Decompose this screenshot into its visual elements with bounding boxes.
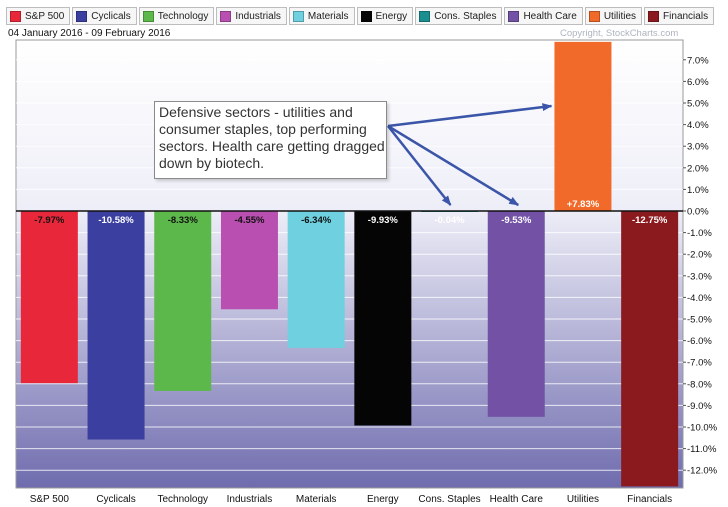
x-tick-label-energy: Energy [367, 494, 399, 505]
y-tick-label: -4.0% [687, 293, 712, 304]
legend-item-financials: Financials [644, 7, 715, 25]
y-tick-label: 6.0% [687, 77, 709, 88]
x-tick-label-health-care: Health Care [490, 494, 544, 505]
x-tick-label-financials: Financials [627, 494, 672, 505]
x-tick-label-cyclicals: Cyclicals [96, 494, 135, 505]
legend-item-energy: Energy [356, 7, 414, 25]
y-tick-label: -3.0% [687, 271, 712, 282]
y-tick-label: -7.0% [687, 358, 712, 369]
legend-label: Materials [307, 10, 349, 22]
annotation-arrow-health-care [387, 124, 520, 207]
legend-label: Energy [375, 10, 408, 22]
legend-item-cons-staples: Cons. Staples [415, 7, 503, 25]
legend-swatch [648, 10, 660, 22]
legend-swatch [10, 10, 21, 22]
legend-label: Technology [157, 10, 209, 22]
legend-item-sandp-500: S&P 500 [6, 7, 71, 25]
y-tick-label: -2.0% [687, 250, 712, 261]
bars: -7.97% -10.58% -8.33% -4.55% -6.34% -9.93% -0.… [20, 41, 679, 487]
legend-label: Cyclicals [91, 10, 131, 22]
y-tick-label: -5.0% [687, 315, 712, 326]
legend-item-materials: Materials [288, 7, 355, 25]
bar-health-care [487, 211, 545, 417]
legend-label: Cons. Staples [434, 10, 497, 22]
legend-swatch [419, 10, 431, 22]
legend-swatch [292, 10, 304, 22]
x-tick-label-materials: Materials [296, 494, 337, 505]
legend-label: Financials [663, 10, 709, 22]
data-label-industrials: -4.55% [234, 215, 265, 226]
data-label-technology: -8.33% [168, 215, 199, 226]
bar-materials [287, 211, 345, 348]
data-label-sandp-500: -7.97% [34, 215, 65, 226]
x-tick-label-utilities: Utilities [567, 494, 599, 505]
x-tick-label-cons-staples: Cons. Staples [418, 494, 480, 505]
legend-label: Industrials [235, 10, 281, 22]
y-tick-label: -12.0% [687, 466, 718, 477]
y-tick-label: 7.0% [687, 55, 709, 66]
chart-legend: S&P 500 Cyclicals Technology Industrials Mat… [6, 6, 715, 26]
y-tick-label: -9.0% [687, 401, 712, 412]
legend-item-industrials: Industrials [216, 7, 287, 25]
data-label-cons-staples: -0.04% [434, 215, 465, 226]
bar-energy [354, 211, 412, 426]
y-tick-label: 5.0% [687, 99, 709, 110]
y-tick-label: -8.0% [687, 379, 712, 390]
y-tick-label: 2.0% [687, 163, 709, 174]
annotation-arrows [387, 103, 553, 207]
bar-cyclicals [87, 211, 145, 440]
legend-swatch [220, 10, 232, 22]
legend-swatch [142, 10, 154, 22]
legend-item-technology: Technology [138, 7, 215, 25]
legend-swatch [360, 10, 372, 22]
y-tick-label: 3.0% [687, 142, 709, 153]
data-label-utilities: +7.83% [567, 199, 600, 210]
data-label-materials: -6.34% [301, 215, 332, 226]
legend-swatch [508, 10, 520, 22]
y-tick-label: -6.0% [687, 336, 712, 347]
x-tick-label-technology: Technology [157, 494, 208, 505]
data-label-energy: -9.93% [368, 215, 399, 226]
bar-utilities [554, 41, 612, 211]
bar-industrials [220, 211, 278, 310]
data-label-financials: -12.75% [632, 215, 668, 226]
y-tick-label: -10.0% [687, 423, 718, 434]
bar-financials [621, 211, 679, 487]
bar-sandp-500 [20, 211, 78, 384]
y-axis-ticks: 7.0% 6.0% 5.0% 4.0% 3.0% 2.0% 1.0% 0.0% -1.0% -2.… [683, 55, 718, 477]
date-range: 04 January 2016 - 09 February 2016 [8, 28, 171, 39]
legend-item-utilities: Utilities [584, 7, 643, 25]
y-tick-label: -11.0% [687, 444, 717, 455]
x-axis-ticks: S&P 500 Cyclicals Technology Industrials Mat… [30, 494, 672, 505]
annotation-arrow-utilities [387, 103, 553, 128]
annotation-box: Defensive sectors - utilities and consum… [154, 101, 387, 179]
data-label-cyclicals: -10.58% [98, 215, 134, 226]
copyright-notice: Copyright, StockCharts.com [560, 28, 679, 39]
legend-swatch [588, 10, 600, 22]
legend-label: Utilities [603, 10, 637, 22]
legend-item-health-care: Health Care [504, 7, 583, 25]
legend-label: Health Care [523, 10, 577, 22]
bar-technology [154, 211, 212, 391]
y-tick-label: -1.0% [687, 228, 712, 239]
legend-swatch [76, 10, 88, 22]
x-tick-label-sandp-500: S&P 500 [30, 494, 70, 505]
legend-label: S&P 500 [25, 10, 65, 22]
annotation-arrow-cons-staples [387, 125, 452, 206]
y-tick-label: 0.0% [687, 207, 709, 218]
y-tick-label: 1.0% [687, 185, 709, 196]
legend-item-cyclicals: Cyclicals [72, 7, 137, 25]
y-tick-label: 4.0% [687, 120, 709, 131]
data-label-health-care: -9.53% [501, 215, 532, 226]
x-tick-label-industrials: Industrials [227, 494, 273, 505]
